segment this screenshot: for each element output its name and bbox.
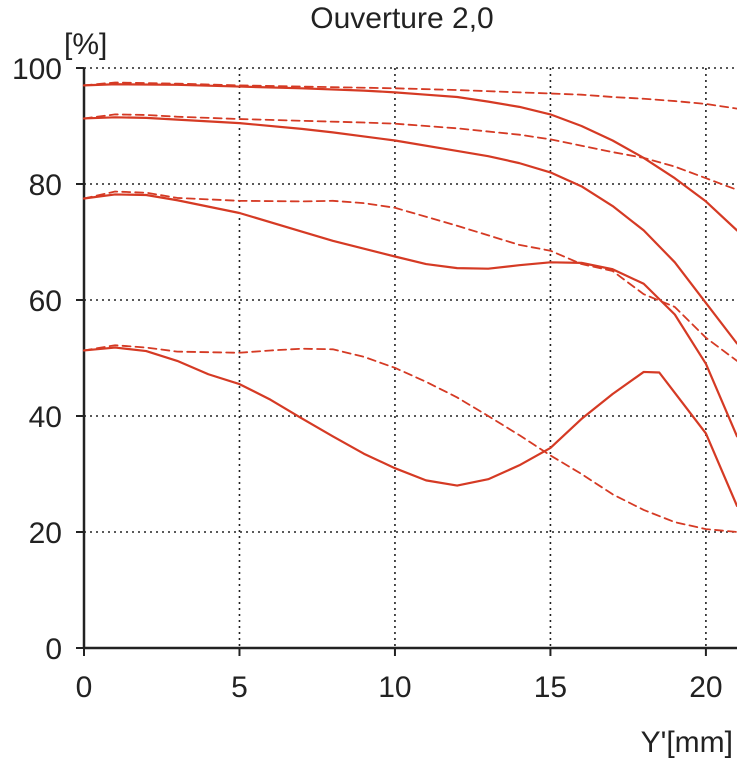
y-axis-label: [%] <box>64 28 107 61</box>
y-tick-label: 80 <box>29 169 62 202</box>
series-line-6 <box>83 190 737 362</box>
y-tick-label: 0 <box>45 633 62 666</box>
y-tick-label: 100 <box>12 53 62 86</box>
y-tick-label: 60 <box>29 285 62 318</box>
y-tick-label: 20 <box>29 517 62 550</box>
x-tick-label: 20 <box>689 671 722 704</box>
ticks-layer: 0 5 10 15 20 0 20 40 60 80 100 <box>12 53 723 704</box>
series-line-3 <box>82 116 737 345</box>
x-tick-label: 5 <box>231 671 248 704</box>
y-tick-label: 40 <box>29 401 62 434</box>
x-tick-label: 0 <box>76 671 93 704</box>
series-line-5 <box>82 193 737 438</box>
axes-layer <box>82 68 737 650</box>
series-line-2 <box>83 81 737 110</box>
x-axis-label: Y'[mm] <box>641 726 733 759</box>
series-line-8 <box>83 344 737 533</box>
series-layer <box>82 81 737 533</box>
chart-title: Ouverture 2,0 <box>310 2 493 35</box>
x-tick-label: 10 <box>378 671 411 704</box>
series-line-7 <box>82 346 737 507</box>
series-line-4 <box>83 113 737 191</box>
series-line-1 <box>82 83 737 232</box>
grid-layer <box>84 67 737 648</box>
x-tick-label: 15 <box>534 671 567 704</box>
